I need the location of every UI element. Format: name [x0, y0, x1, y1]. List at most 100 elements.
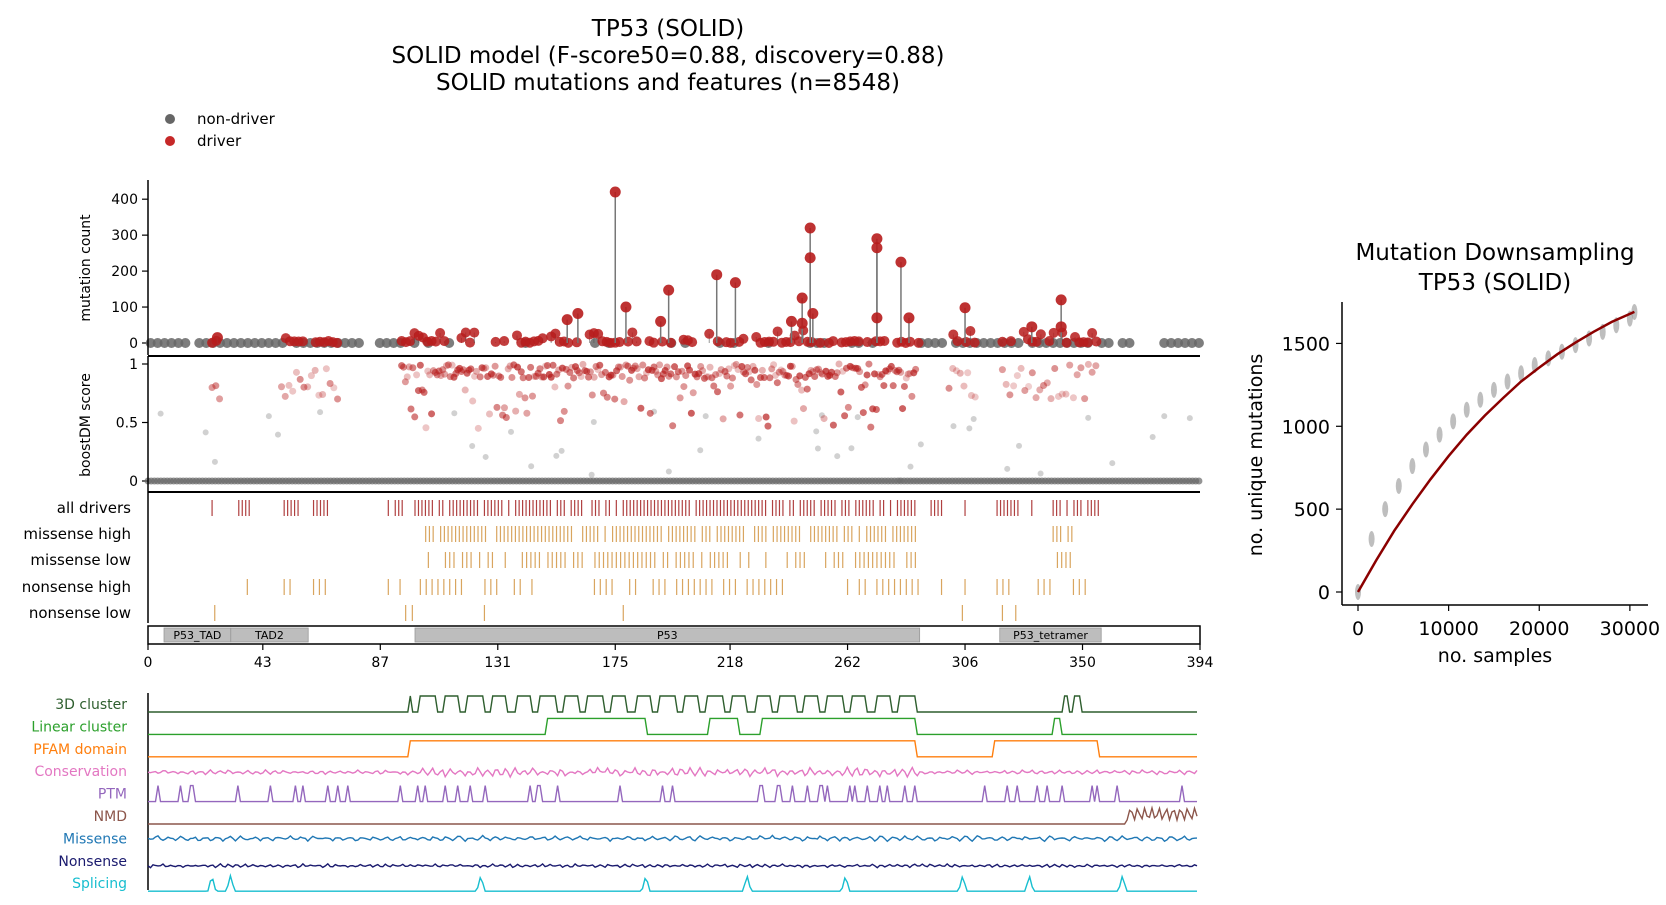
boost-point-driver [715, 370, 723, 378]
boost-point-driver [437, 372, 445, 380]
lollipop-point-driver [879, 335, 890, 346]
boost-point-driver [897, 368, 905, 376]
feature-line-2 [148, 740, 1197, 758]
boost-point-driver [517, 368, 525, 376]
boost-point-driver [699, 367, 707, 375]
lollipop-peak-3 [561, 314, 573, 326]
boost-point-non-driver [558, 447, 565, 454]
boost-point-driver [904, 370, 912, 378]
boost-point-driver [945, 384, 953, 392]
boost-point-driver [1069, 394, 1077, 402]
boost-point-driver [633, 365, 641, 373]
feature-line-1 [148, 717, 1197, 736]
boost-point-driver [411, 413, 419, 421]
boost-point-driver [702, 373, 710, 381]
down-xtick-label-1: 10000 [1418, 618, 1478, 640]
downsampling-title-2: TP53 (SOLID) [1418, 270, 1571, 296]
feature-line-7 [147, 862, 1198, 869]
boost-point-driver [671, 363, 679, 371]
lollipop-point-non-driver [978, 338, 989, 348]
boost-point-driver [502, 413, 510, 421]
lollipop-panel: mutation count 0 100 200 300 400 [78, 180, 1204, 355]
boost-point-driver [770, 361, 778, 369]
boost-point-driver [216, 395, 224, 403]
boost-point-driver [728, 374, 736, 382]
boost-point-driver [635, 373, 643, 381]
boost-point-non-driver [970, 415, 977, 422]
down-xtick-label-3: 30000 [1600, 618, 1660, 640]
boost-point-driver [618, 373, 626, 381]
boost-point-driver [837, 388, 845, 396]
lollipop-point-non-driver [1159, 338, 1170, 348]
boost-point-driver [857, 383, 865, 391]
boost-point-driver [743, 363, 751, 371]
boost-point-driver [775, 368, 783, 376]
lollipop-point-driver [665, 337, 676, 348]
boost-point-non-driver [966, 425, 973, 432]
title-line-1: TP53 (SOLID) [591, 16, 744, 42]
lollipop-peak-11 [807, 308, 819, 320]
boost-point-driver [732, 360, 740, 368]
boost-point-driver [307, 372, 315, 380]
lollipop-point-driver [969, 337, 980, 348]
boost-point-driver [472, 367, 480, 375]
boost-ylabel: boostDM score [78, 373, 94, 477]
boost-point-non-driver [814, 445, 821, 452]
boost-point-non-driver [1109, 460, 1116, 467]
boostdm-panel: boostDM score 0 0.5 1 [78, 355, 1203, 493]
boost-point-driver [835, 360, 843, 368]
lollipop-point-driver [614, 337, 625, 348]
boost-point-driver [407, 405, 415, 413]
feature-label-2: PFAM domain [33, 742, 127, 758]
boost-point-driver [508, 373, 516, 381]
boost-point-driver [485, 410, 493, 418]
boost-point-driver [637, 404, 645, 412]
boost-point-driver [777, 366, 785, 374]
domain-xtick-label-4: 175 [602, 655, 629, 671]
down-point-5 [1422, 441, 1429, 458]
boost-ytick-label-0: 0 [129, 474, 138, 490]
boost-point-driver [1058, 390, 1066, 398]
boost-point-driver [1025, 383, 1033, 391]
lollipop-point-driver [648, 337, 659, 348]
domain-label-2: P53 [657, 629, 678, 642]
boost-point-driver [1032, 394, 1040, 402]
lollipop-peak-20 [1055, 294, 1067, 306]
boost-point-driver [895, 366, 903, 374]
boost-point-driver [480, 364, 488, 372]
boost-point-non-driver [834, 453, 841, 460]
boost-point-driver [1084, 360, 1092, 368]
lollipop-peak-0 [609, 186, 621, 198]
boost-point-driver [525, 374, 533, 382]
lollipop-point-non-driver [1124, 338, 1135, 348]
lollipop-point-driver [563, 337, 574, 348]
lollipop-ytick-label-4: 400 [111, 192, 138, 208]
boost-point-driver [422, 424, 430, 432]
boost-point-driver [482, 364, 490, 372]
boost-point-non-driver [265, 413, 272, 420]
boost-point-driver [208, 384, 216, 392]
downsampling-ylabel: no. unique mutations [1245, 354, 1267, 557]
boost-point-driver [577, 372, 585, 380]
boost-point-driver [656, 361, 664, 369]
boost-point-non-driver [590, 419, 597, 426]
boost-point-driver [1028, 369, 1036, 377]
lollipop-point-driver [862, 337, 873, 348]
boost-point-driver [540, 373, 548, 381]
boost-point-driver [435, 367, 443, 375]
boost-point-driver [626, 376, 634, 384]
down-point-11 [1504, 373, 1511, 390]
boost-point-driver [887, 362, 895, 370]
down-point-3 [1395, 477, 1402, 494]
boost-point-driver [964, 369, 972, 377]
boost-point-driver [1002, 380, 1010, 388]
boost-point-driver [949, 365, 957, 373]
lollipop-point-non-driver [937, 338, 948, 348]
lollipop-point-driver [712, 336, 723, 347]
boost-point-driver [311, 366, 319, 374]
feature-label-1: Linear cluster [31, 719, 127, 735]
boost-point-driver [416, 361, 424, 369]
lollipop-point-non-driver [381, 338, 392, 348]
boost-point-driver [469, 397, 477, 405]
boost-point-driver [1077, 364, 1085, 372]
